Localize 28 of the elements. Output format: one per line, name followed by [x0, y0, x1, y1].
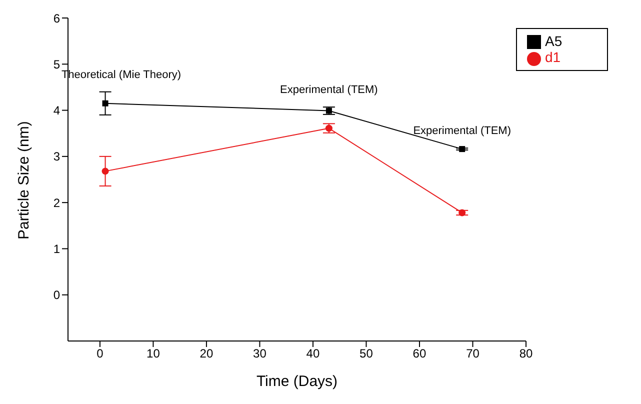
- x-tick-label: 20: [200, 346, 214, 361]
- y-tick-label: 1: [53, 242, 60, 256]
- point: [102, 168, 109, 175]
- y-tick-label: 6: [53, 11, 60, 26]
- x-tick-label: 80: [519, 346, 533, 361]
- point: [459, 146, 466, 152]
- point: [325, 124, 332, 132]
- point: [102, 100, 108, 106]
- legend-label: d1: [545, 49, 561, 66]
- x-tick-label: 10: [146, 346, 160, 361]
- x-tick-label: 70: [466, 346, 480, 361]
- point: [326, 108, 332, 114]
- y-tick-label: 5: [53, 57, 60, 72]
- x-axis-title: Time (Days): [256, 373, 338, 390]
- y-tick-label: 2: [53, 196, 60, 210]
- y-axis-title: Particle Size (nm): [15, 121, 32, 240]
- annotation: Experimental (TEM): [413, 125, 511, 138]
- x-tick-label: 40: [306, 346, 320, 361]
- x-tick-label: 30: [253, 346, 267, 361]
- point: [458, 209, 466, 216]
- legend-label: A5: [545, 33, 562, 49]
- x-tick-label: 50: [360, 346, 374, 361]
- x-tick-label: 0: [96, 346, 104, 361]
- y-tick-label: 0: [53, 288, 60, 302]
- x-tick-label: 60: [412, 346, 426, 361]
- y-tick-label: 3: [53, 150, 60, 164]
- y-tick-label: 4: [53, 104, 60, 118]
- annotation: Experimental (TEM): [280, 84, 378, 96]
